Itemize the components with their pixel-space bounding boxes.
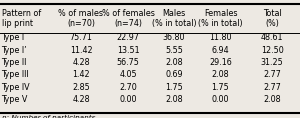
Text: Type IV: Type IV <box>2 83 30 92</box>
Text: Total
(%): Total (%) <box>263 9 282 28</box>
Text: 1.75: 1.75 <box>165 83 183 92</box>
Text: 29.16: 29.16 <box>209 58 232 67</box>
Text: Type I’: Type I’ <box>2 46 27 55</box>
Text: Pattern of
lip print: Pattern of lip print <box>2 9 41 28</box>
Text: 4.05: 4.05 <box>119 70 137 79</box>
Text: 2.08: 2.08 <box>212 70 229 79</box>
Text: 2.08: 2.08 <box>165 95 183 104</box>
Text: 4.28: 4.28 <box>72 58 90 67</box>
Text: 13.51: 13.51 <box>117 46 140 55</box>
Text: 0.00: 0.00 <box>119 95 137 104</box>
Text: 2.77: 2.77 <box>263 70 281 79</box>
Text: 2.77: 2.77 <box>263 83 281 92</box>
Text: Females
(% in total): Females (% in total) <box>198 9 243 28</box>
Text: % of males
(n=70): % of males (n=70) <box>58 9 104 28</box>
Text: 1.42: 1.42 <box>72 70 90 79</box>
Text: 56.75: 56.75 <box>117 58 140 67</box>
Text: Type II: Type II <box>2 58 27 67</box>
Text: 48.61: 48.61 <box>261 33 284 42</box>
Text: 0.00: 0.00 <box>212 95 229 104</box>
Text: 2.08: 2.08 <box>263 95 281 104</box>
Text: Type III: Type III <box>2 70 29 79</box>
Text: n: Number of participants: n: Number of participants <box>2 115 95 118</box>
Text: 1.75: 1.75 <box>212 83 230 92</box>
Text: 2.85: 2.85 <box>72 83 90 92</box>
Text: 2.08: 2.08 <box>165 58 183 67</box>
Text: % of females
(n=74): % of females (n=74) <box>102 9 155 28</box>
Text: 0.69: 0.69 <box>165 70 183 79</box>
Text: 75.71: 75.71 <box>70 33 92 42</box>
Text: Males
(% in total): Males (% in total) <box>152 9 196 28</box>
Text: 22.97: 22.97 <box>117 33 140 42</box>
Text: 12.50: 12.50 <box>261 46 284 55</box>
Text: 4.28: 4.28 <box>72 95 90 104</box>
Text: 2.70: 2.70 <box>119 83 137 92</box>
Text: 11.80: 11.80 <box>209 33 232 42</box>
Text: 36.80: 36.80 <box>163 33 185 42</box>
Text: 31.25: 31.25 <box>261 58 284 67</box>
Text: 6.94: 6.94 <box>212 46 229 55</box>
Text: 5.55: 5.55 <box>165 46 183 55</box>
Text: Type V: Type V <box>2 95 28 104</box>
Text: Type I: Type I <box>2 33 25 42</box>
Text: 11.42: 11.42 <box>70 46 92 55</box>
